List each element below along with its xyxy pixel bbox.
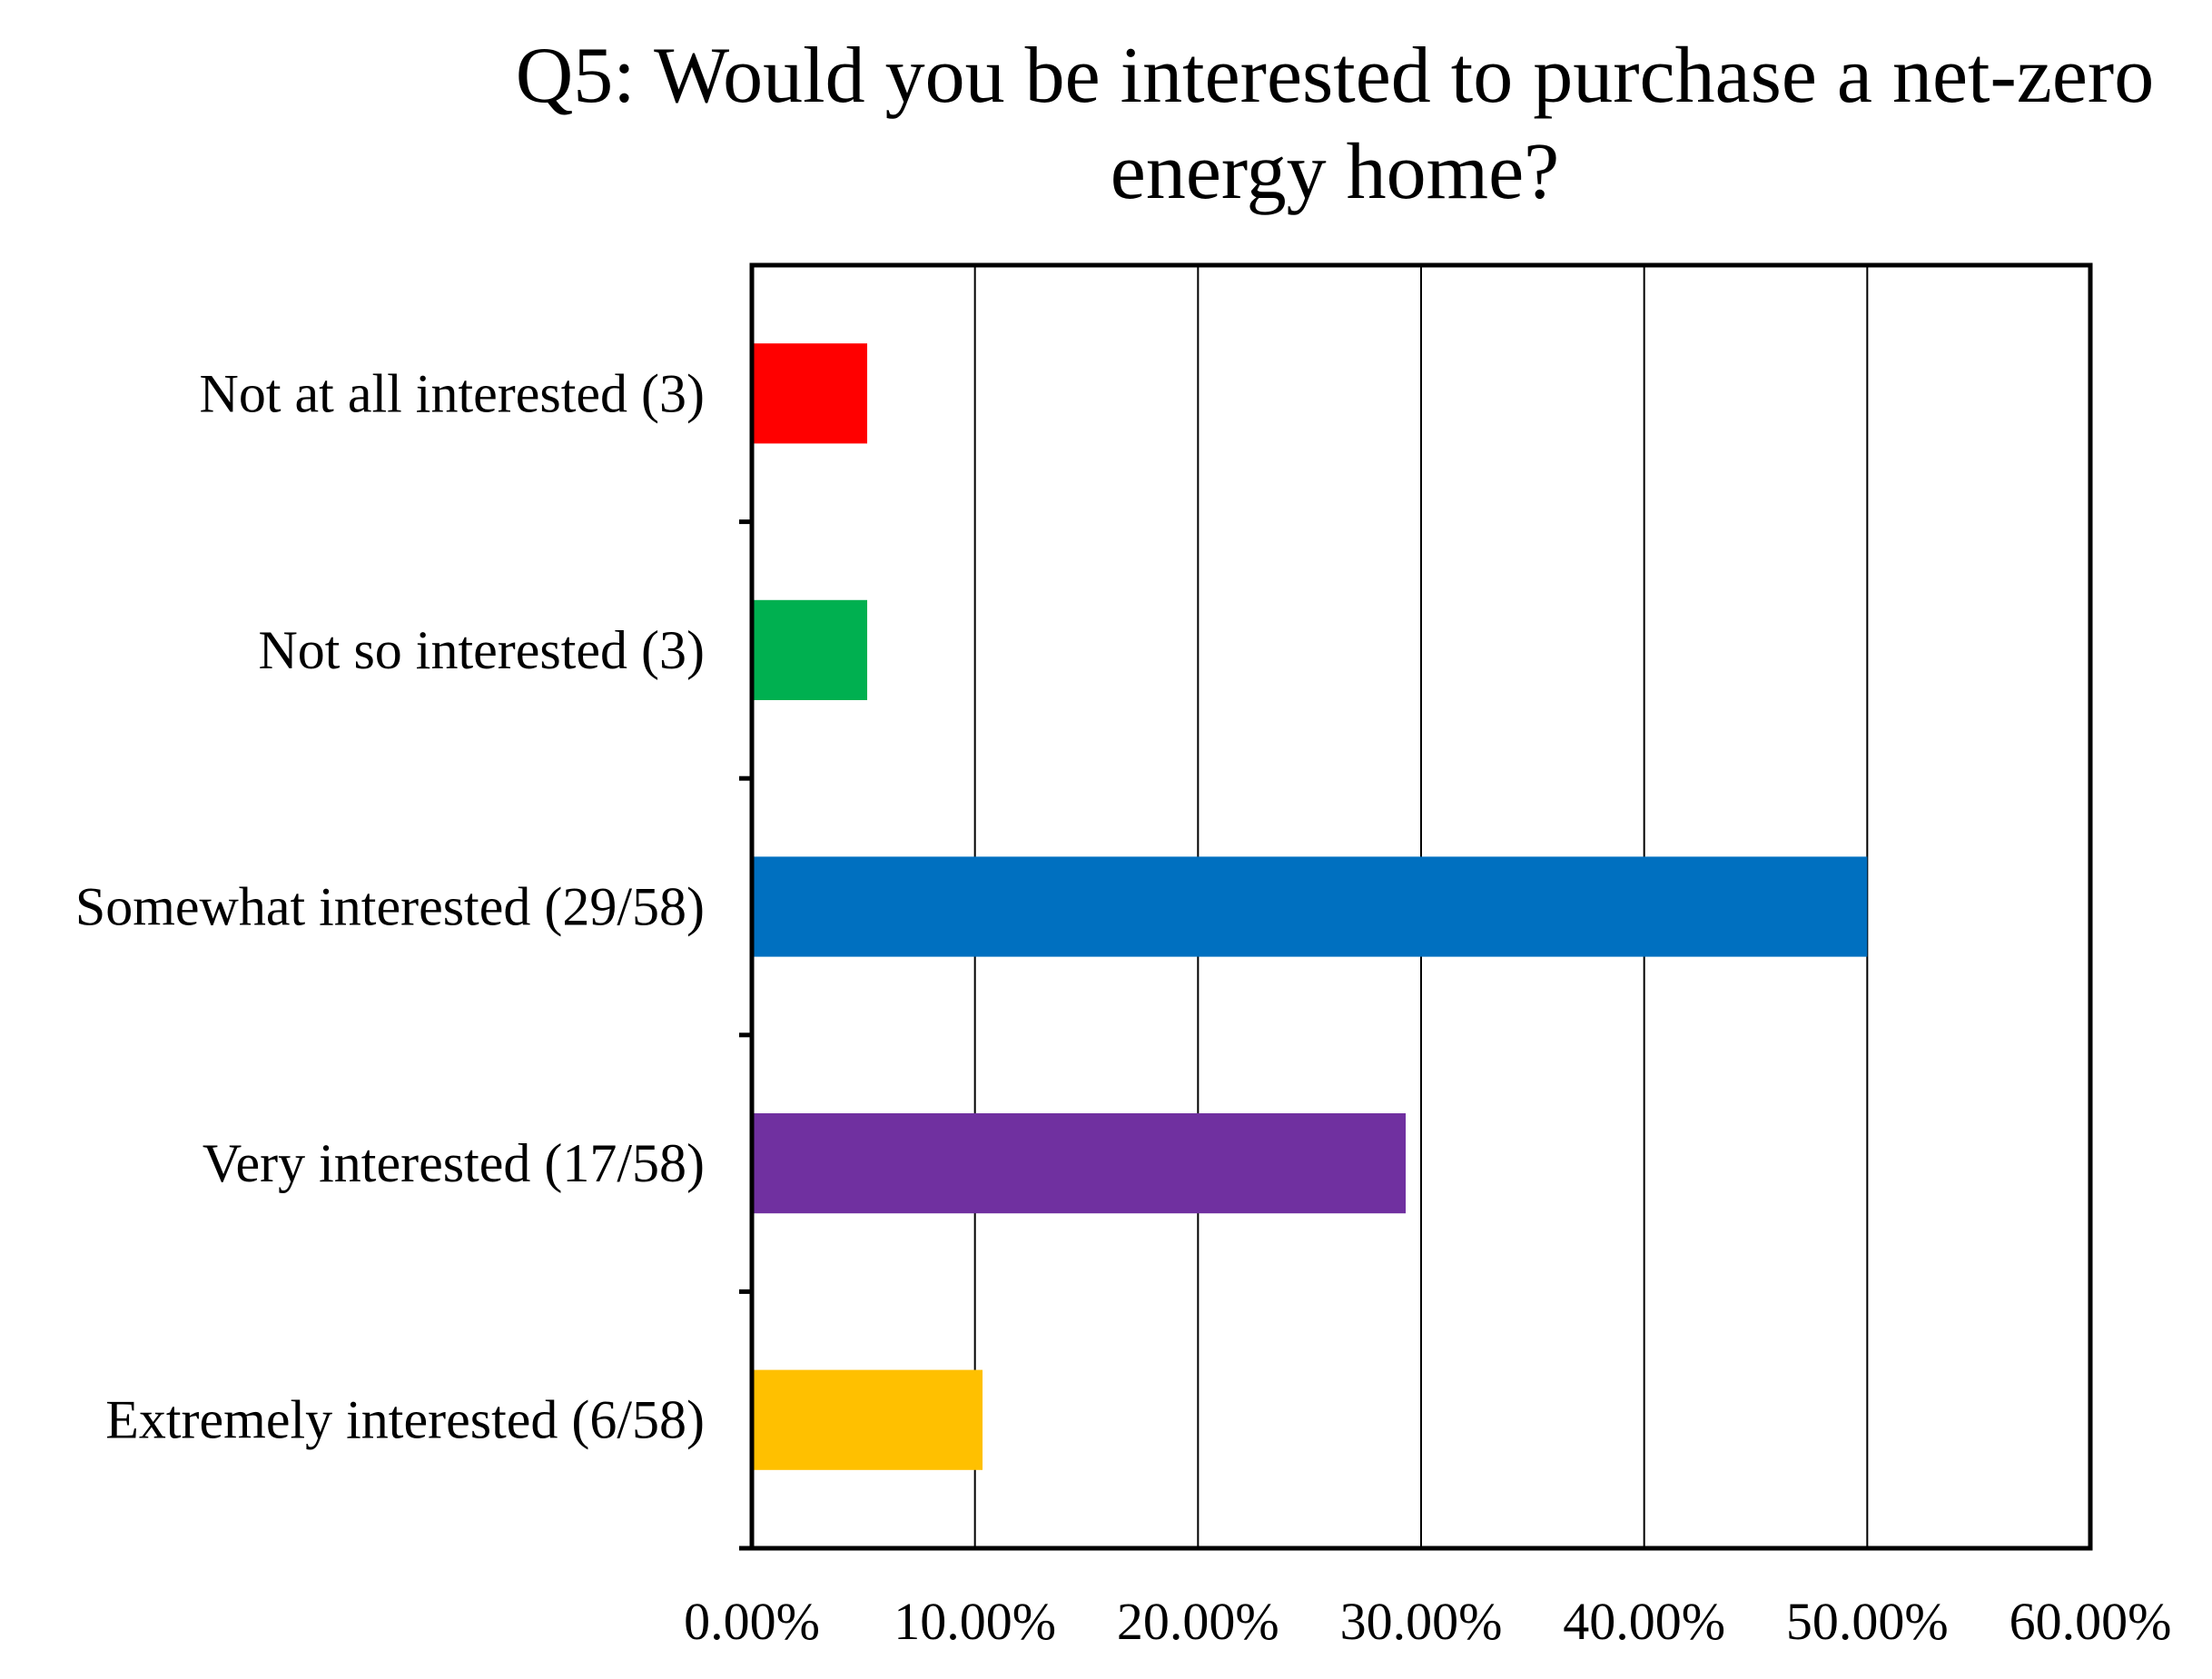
bar-1 bbox=[752, 343, 868, 444]
bar-4 bbox=[752, 1112, 1407, 1214]
x-tick-label-0: 0.00% bbox=[684, 1592, 820, 1651]
category-label-4: Very interested (17/58) bbox=[202, 1133, 705, 1193]
x-tick-labels: 0.00% 10.00% 20.00% 30.00% 40.00% 50.00% 60.00… bbox=[684, 1592, 2171, 1651]
chart-title-line-2: energy home? bbox=[1111, 128, 1559, 216]
x-tick-label-5: 50.00% bbox=[1786, 1592, 1949, 1651]
bar-2 bbox=[752, 599, 868, 701]
x-tick-label-2: 20.00% bbox=[1117, 1592, 1279, 1651]
x-tick-label-6: 60.00% bbox=[2010, 1592, 2172, 1651]
category-label-3: Somewhat interested (29/58) bbox=[75, 877, 705, 937]
x-tick-label-3: 30.00% bbox=[1340, 1592, 1503, 1651]
bar-5 bbox=[752, 1369, 983, 1470]
chart-title-line-1: Q5: Would you be interested to purchase … bbox=[516, 32, 2154, 120]
x-tick-label-4: 40.00% bbox=[1563, 1592, 1725, 1651]
category-labels: Not at all interested (3) Not so interest… bbox=[75, 363, 705, 1449]
category-label-5: Extremely interested (6/58) bbox=[105, 1390, 705, 1450]
axes bbox=[739, 262, 2093, 1551]
x-tick-label-1: 10.00% bbox=[894, 1592, 1056, 1651]
category-label-2: Not so interested (3) bbox=[258, 620, 705, 680]
category-label-1: Not at all interested (3) bbox=[200, 363, 705, 423]
bars bbox=[752, 343, 1868, 1470]
bar-3 bbox=[752, 856, 1868, 957]
plot-frame bbox=[749, 262, 2093, 1551]
